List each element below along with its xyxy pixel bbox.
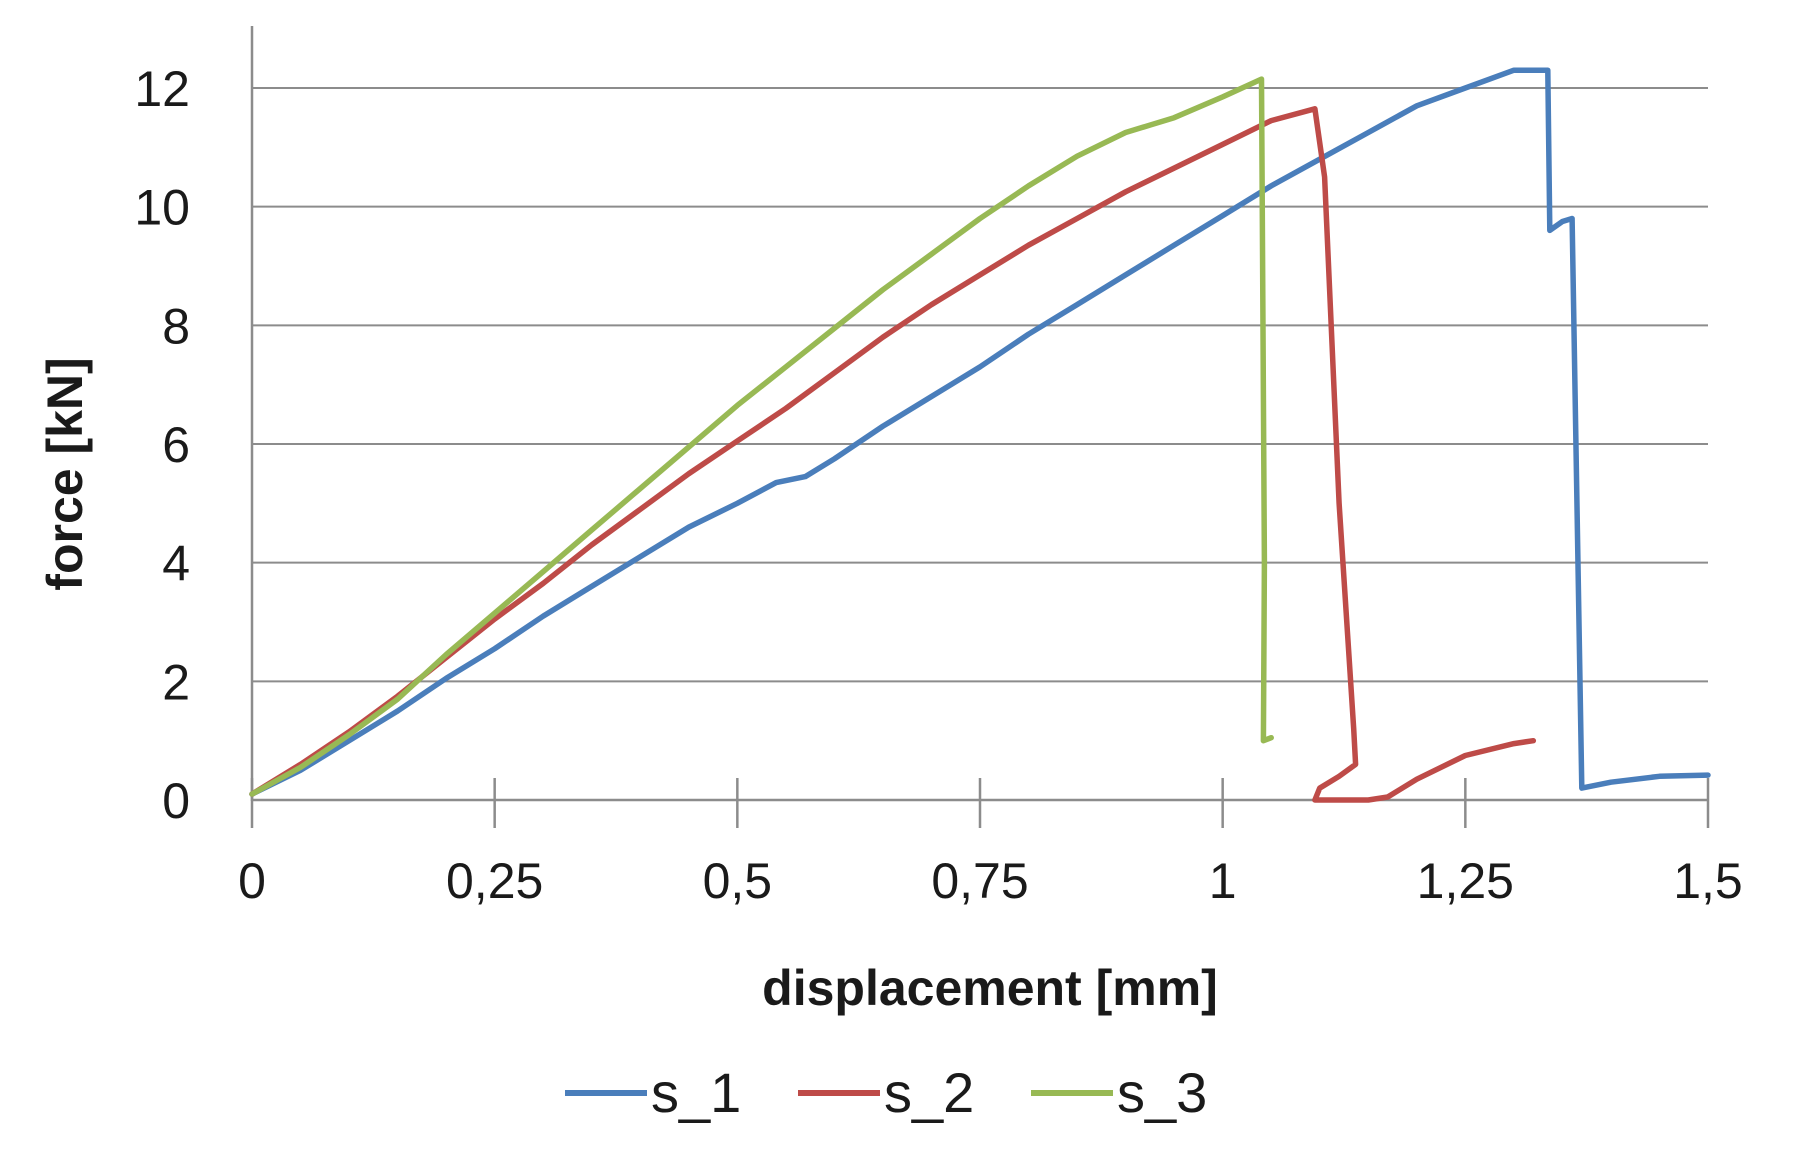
x-tick-label-3: 0,75	[931, 853, 1028, 909]
grid-lines	[252, 87, 1708, 683]
legend-label-s_2: s_2	[884, 1061, 974, 1124]
y-tick-label-2: 4	[162, 536, 190, 592]
tick-labels: 0 2 4 6 8 10 12 0 0,25 0,5 0,75 1 1,25 1,5	[134, 61, 1742, 909]
y-tick-label-6: 12	[134, 61, 190, 117]
x-tick-label-2: 0,5	[703, 853, 773, 909]
y-tick-label-1: 2	[162, 654, 190, 710]
y-tick-label-3: 6	[162, 417, 190, 473]
x-tick-label-6: 1,5	[1673, 853, 1743, 909]
series-line-s_1	[249, 67, 1711, 797]
legend: s_1 s_2 s_3	[565, 1061, 1207, 1124]
y-tick-label-4: 8	[162, 298, 190, 354]
legend-label-s_1: s_1	[651, 1061, 741, 1124]
y-axis-title: force [kN]	[37, 357, 93, 590]
x-tick-label-4: 1	[1209, 853, 1237, 909]
series-lines	[249, 67, 1711, 803]
axes	[250, 26, 1710, 828]
y-tick-label-5: 10	[134, 180, 190, 236]
x-tick-label-0: 0	[238, 853, 266, 909]
series-line-s_3	[249, 76, 1274, 797]
x-tick-label-1: 0,25	[446, 853, 543, 909]
x-tick-label-5: 1,25	[1417, 853, 1514, 909]
y-tick-label-0: 0	[162, 773, 190, 829]
series-line-s_2	[249, 106, 1537, 803]
x-axis-title: displacement [mm]	[762, 960, 1218, 1016]
legend-label-s_3: s_3	[1117, 1061, 1207, 1124]
